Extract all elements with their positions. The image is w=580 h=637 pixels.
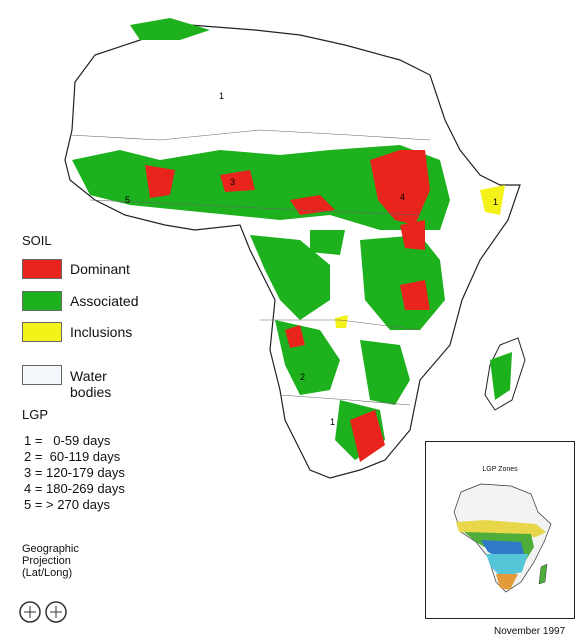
zone-label: 4 [400,192,405,202]
lgp-item: 5 = > 270 days [24,497,111,512]
lgp-item: 2 = 60-119 days [24,449,121,464]
zone-label: 1 [493,197,498,207]
inset-zone-orange [496,574,518,590]
label-dominant: Dominant [70,261,130,277]
swatch-water-bodies [22,365,62,385]
swatch-inclusions [22,322,62,342]
swatch-associated [22,291,62,311]
lgp-legend-title: LGP [22,407,49,422]
label-inclusions: Inclusions [70,324,133,340]
lgp-item: 4 = 180-269 days [24,481,125,496]
zone-label: 3 [230,177,235,187]
map-date: November 1997 [494,626,566,637]
swatch-dominant [22,259,62,279]
zone-label: 1 [219,91,224,101]
lgp-item: 3 = 120-179 days [24,465,125,480]
zone-label: 5 [125,195,130,205]
inclusion-soil-areas [335,185,505,328]
lgp-zone-boundaries [69,129,431,406]
fao-logo-icon [19,601,41,623]
label-associated: Associated [70,293,139,309]
lgp-zones-inset: LGP Zones [425,441,575,619]
zone-label: 2 [300,372,305,382]
inset-madagascar [538,563,548,585]
isss-logo-icon [45,601,67,623]
soil-legend-title: SOIL [22,233,52,248]
fao-logos [19,601,67,623]
inset-title: LGP Zones [482,466,518,473]
inset-zone-cyan [486,554,528,577]
lgp-item: 1 = 0-59 days [24,433,111,448]
inset-map [453,483,552,593]
label-water-bodies: Water bodies [70,368,112,400]
zone-label: 1 [330,417,335,427]
projection-note: Geographic Projection (Lat/Long) [22,543,79,579]
